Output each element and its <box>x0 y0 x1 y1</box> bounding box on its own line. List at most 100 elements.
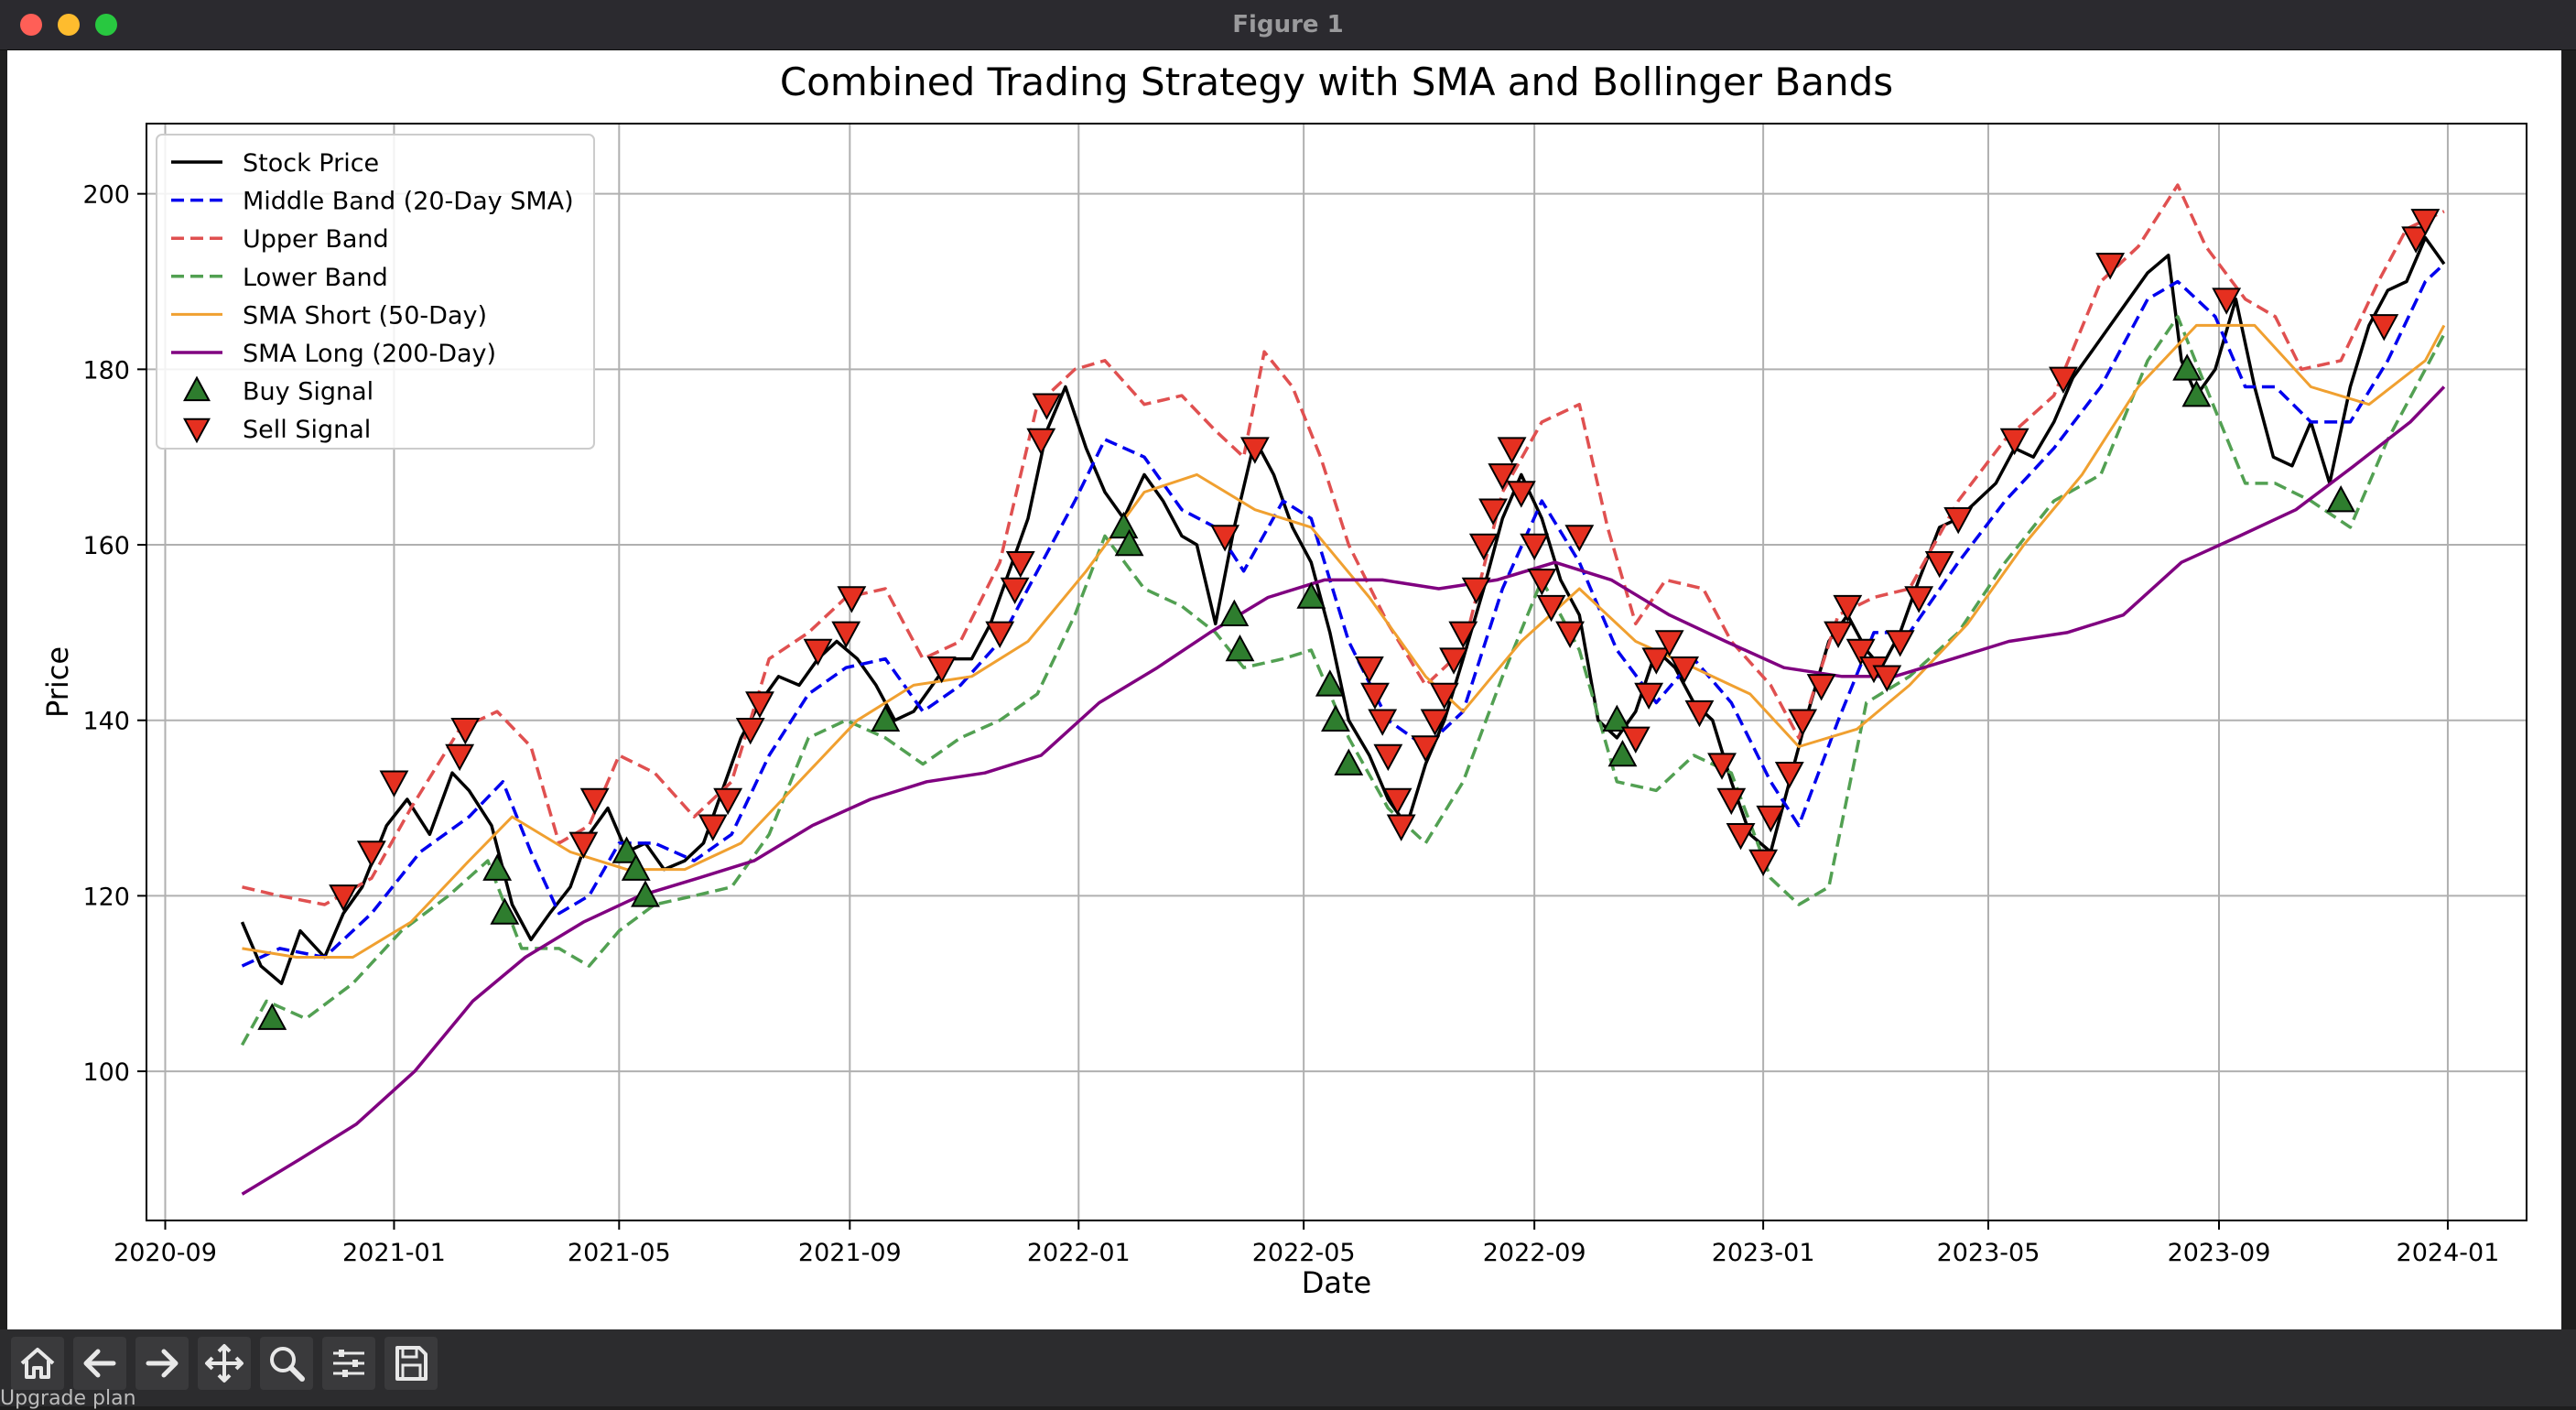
chart-title: Combined Trading Strategy with SMA and B… <box>780 60 1893 104</box>
y-tick-label: 120 <box>82 883 130 911</box>
sell-signal-marker <box>1360 682 1390 710</box>
pan-button[interactable] <box>198 1337 251 1390</box>
legend-label: Lower Band <box>243 264 388 292</box>
sell-signal-marker <box>1506 481 1536 508</box>
sell-signal-marker <box>1564 525 1595 552</box>
x-tick-label: 2024-01 <box>2397 1239 2500 1267</box>
buy-signal-marker <box>612 836 642 863</box>
sell-signal-marker <box>926 656 957 684</box>
buy-signal-marker <box>621 853 651 881</box>
sell-signal-marker <box>1716 787 1747 816</box>
buy-signal-marker <box>490 897 520 925</box>
buy-signal-marker <box>2172 353 2203 381</box>
forward-button[interactable] <box>135 1337 189 1390</box>
sell-signal-marker <box>1000 577 1030 605</box>
sell-signal-marker <box>1429 682 1459 710</box>
sell-signal-marker <box>1555 621 1586 648</box>
sell-signal-marker <box>1468 533 1499 561</box>
legend: Stock Price Middle Band (20-Day SMA) Upper… <box>156 134 595 450</box>
sell-signal-marker <box>1707 753 1737 780</box>
minimize-window-button[interactable] <box>58 14 80 36</box>
sell-signal-marker <box>1239 437 1270 464</box>
buy-signal-marker <box>1602 704 1632 732</box>
close-window-button[interactable] <box>20 14 42 36</box>
sell-signal-marker <box>1634 682 1664 710</box>
sell-signal-marker <box>1210 525 1240 552</box>
sell-signal-marker <box>1756 805 1786 833</box>
sell-signal-marker <box>1368 709 1398 736</box>
window-titlebar: Figure 1 <box>0 0 2576 50</box>
home-icon <box>20 1348 55 1379</box>
configure-button[interactable] <box>322 1337 375 1390</box>
sell-signal-marker <box>1943 507 1974 535</box>
x-tick-label: 2023-01 <box>1712 1239 1815 1267</box>
sell-signal-marker <box>1005 550 1035 579</box>
x-tick-label: 2021-09 <box>798 1239 902 1267</box>
sell-signal-marker <box>1420 709 1450 736</box>
forward-icon <box>146 1349 179 1378</box>
y-tick-label: 140 <box>82 708 130 736</box>
sell-signal-marker <box>831 621 861 648</box>
sell-signal-marker <box>1904 586 1934 613</box>
sell-signal-marker <box>2048 366 2078 395</box>
series-line-sma-short <box>242 323 2446 959</box>
buy-signal-marker <box>2326 485 2356 513</box>
x-tick-label: 2021-05 <box>568 1239 671 1267</box>
zoom-icon <box>270 1347 305 1382</box>
x-tick-label: 2020-09 <box>114 1239 217 1267</box>
series-line-upper <box>242 183 2445 906</box>
buy-signal-marker <box>631 880 660 907</box>
maximize-window-button[interactable] <box>95 14 117 36</box>
sell-signal-marker <box>1774 761 1804 789</box>
buy-signal-marker <box>257 1003 287 1030</box>
sell-signal-marker <box>579 787 610 816</box>
legend-label: Upper Band <box>243 225 389 254</box>
legend-label: Buy Signal <box>243 378 373 407</box>
sell-signal-marker <box>2369 314 2399 342</box>
x-tick-label: 2022-01 <box>1027 1239 1131 1267</box>
buy-signal-marker <box>1225 634 1255 662</box>
legend-label: SMA Long (200-Day) <box>243 340 496 368</box>
sell-signal-marker <box>1478 498 1509 526</box>
series-line-sma-long <box>241 385 2446 1196</box>
sell-signal-marker <box>450 718 481 745</box>
sell-signal-marker <box>713 787 743 816</box>
sell-signal-marker <box>1620 726 1651 754</box>
legend-label: SMA Short (50-Day) <box>243 301 487 330</box>
buy-signal-marker <box>1321 704 1350 732</box>
sell-signal-marker <box>1885 630 1915 657</box>
sell-signal-marker <box>1824 621 1854 648</box>
sell-signal-marker <box>1032 393 1062 420</box>
sell-signal-marker <box>1520 533 1550 561</box>
sell-signal-marker <box>2212 287 2242 315</box>
y-tick-label: 180 <box>82 356 130 385</box>
sell-signal-marker <box>1845 638 1876 667</box>
sell-signal-marker <box>1536 594 1566 623</box>
buy-signal-marker <box>1114 528 1144 557</box>
sell-signal-marker <box>1439 647 1468 675</box>
sell-signal-marker <box>1872 665 1902 692</box>
back-icon <box>83 1349 116 1378</box>
sell-signal-marker <box>1488 463 1518 491</box>
sell-signal-marker <box>1788 709 1818 736</box>
buy-signal-marker <box>1607 739 1638 767</box>
sell-signal-marker <box>1999 428 2029 456</box>
save-button[interactable] <box>384 1337 438 1390</box>
window-title: Figure 1 <box>1232 11 1344 38</box>
chart: 2020-09 2021-01 2021-05 2021-09 2022-01 2022-… <box>40 60 2527 1300</box>
configure-icon <box>333 1350 364 1377</box>
x-tick-label: 2023-09 <box>2168 1239 2271 1267</box>
sell-signal-marker <box>445 743 475 772</box>
pan-icon <box>205 1344 244 1383</box>
home-button[interactable] <box>11 1337 64 1390</box>
sell-signal-marker <box>329 884 359 912</box>
x-tick-label: 2022-09 <box>1483 1239 1586 1267</box>
y-axis-label: Price <box>40 646 75 718</box>
sell-signal-marker <box>1684 700 1715 728</box>
figure-canvas[interactable]: 2020-09 2021-01 2021-05 2021-09 2022-01 2022-… <box>7 50 2561 1329</box>
back-button[interactable] <box>73 1337 126 1390</box>
sell-signal-marker <box>1726 823 1756 851</box>
sell-signal-marker <box>1654 630 1684 657</box>
zoom-button[interactable] <box>260 1337 313 1390</box>
y-tick-label: 200 <box>82 181 130 210</box>
